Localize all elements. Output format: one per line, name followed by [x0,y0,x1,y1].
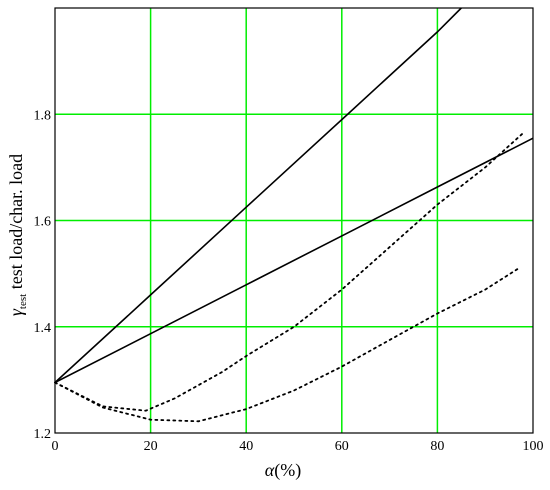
x-tick-label: 80 [430,439,444,454]
series-group [54,7,534,423]
y-tick-label: 1.2 [34,427,52,442]
x-tick-labels: 0 20 40 60 80 100 [52,439,544,454]
series-line-2 [54,137,534,384]
x-tick-label: 100 [523,439,544,454]
x-tick-label: 20 [144,439,158,454]
y-tick-labels: 1.2 1.4 1.6 1.8 [34,108,52,442]
x-axis-label: α(%) [265,460,301,481]
series-line-3 [54,131,525,412]
y-axis-label: γtest test load/char. load [6,154,29,316]
y-tick-label: 1.6 [34,215,52,230]
x-tick-label: 60 [335,439,349,454]
grid [55,8,533,433]
series-line-1 [54,7,462,384]
x-tick-label: 0 [52,439,59,454]
x-tick-label: 40 [239,439,253,454]
y-tick-label: 1.8 [34,108,52,123]
series-line-4 [54,267,520,423]
plot-frame [54,7,534,434]
y-tick-label: 1.4 [34,321,52,336]
